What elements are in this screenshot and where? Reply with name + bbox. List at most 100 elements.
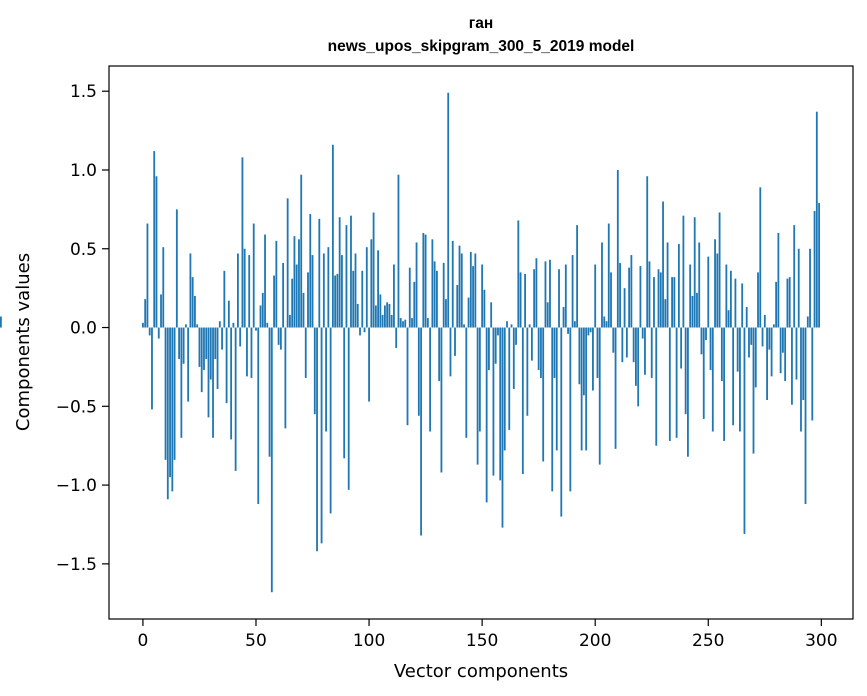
bar [449,327,452,377]
bar [718,212,721,328]
bar [644,327,646,375]
bar [684,327,687,415]
y-tick-label: 1.0 [70,161,97,181]
bar [702,327,705,419]
bar [203,327,205,371]
bar [510,324,513,328]
bar [189,253,192,328]
bar [146,223,149,328]
bar [359,327,361,336]
bar [221,327,223,350]
bar [576,225,579,328]
bar [490,302,493,328]
x-tick-label: 250 [692,631,724,651]
bar [614,327,617,449]
bar [569,327,572,492]
bar [494,327,497,364]
bar [393,264,395,328]
bar [336,273,339,328]
bar [540,327,542,378]
bar [279,327,282,350]
bar [481,264,484,328]
bar [433,261,436,328]
bar [164,327,167,460]
bar [184,324,187,328]
bar [311,255,314,328]
x-tick-label: 200 [579,631,611,651]
bar [415,242,418,328]
bar [675,327,678,438]
bar [424,234,427,328]
bar [329,327,332,514]
bar [230,327,233,440]
bar [142,322,144,328]
bar [589,327,592,333]
y-tick-label: 1.5 [70,82,97,102]
bar [157,327,160,339]
bar [390,314,393,328]
bar [610,272,612,328]
bar [361,270,364,328]
bar [445,299,447,328]
bar [243,248,246,328]
bar [594,264,597,328]
bar [182,327,185,364]
bar [743,327,746,534]
bar [752,327,755,454]
bar [0,316,2,328]
bar [408,267,411,328]
x-tick-label: 0 [138,631,149,651]
bar [334,275,337,328]
bar [587,327,590,336]
bar [309,214,312,328]
bar [175,209,178,328]
bar [585,327,588,451]
bar [331,144,334,328]
bar [562,307,565,328]
bar [687,327,689,457]
bar [356,303,359,328]
bar [709,327,712,371]
bar [601,242,603,328]
bar [784,327,787,382]
bar [270,327,273,593]
bar [162,247,165,328]
bar [212,327,214,438]
bar [759,187,762,328]
bar [793,225,796,328]
bar [625,327,628,358]
bar [680,327,683,369]
bar [381,314,384,328]
bar [460,253,463,328]
bar [214,327,217,360]
bar [318,218,321,328]
bar [630,255,633,328]
bar [623,288,626,328]
bar [804,327,807,504]
bar [666,242,669,328]
bar [225,327,228,404]
bar [194,296,196,328]
bar [456,284,459,328]
bar [429,327,432,432]
bar [786,278,789,328]
bar [797,248,800,328]
bar [689,264,692,328]
bar [524,273,526,328]
bar [506,321,508,328]
bar [440,327,443,473]
bar [546,302,549,328]
y-tick-label: −1.5 [56,555,97,575]
x-tick-label: 50 [245,631,267,651]
bar [766,327,768,400]
bar [800,327,802,432]
bar [567,327,569,334]
bar [741,283,744,328]
bar [289,314,291,328]
bar [218,321,221,328]
plot-frame [108,65,854,620]
bar [646,176,649,328]
bar [754,327,757,388]
bar [291,278,294,328]
bar [526,327,529,416]
